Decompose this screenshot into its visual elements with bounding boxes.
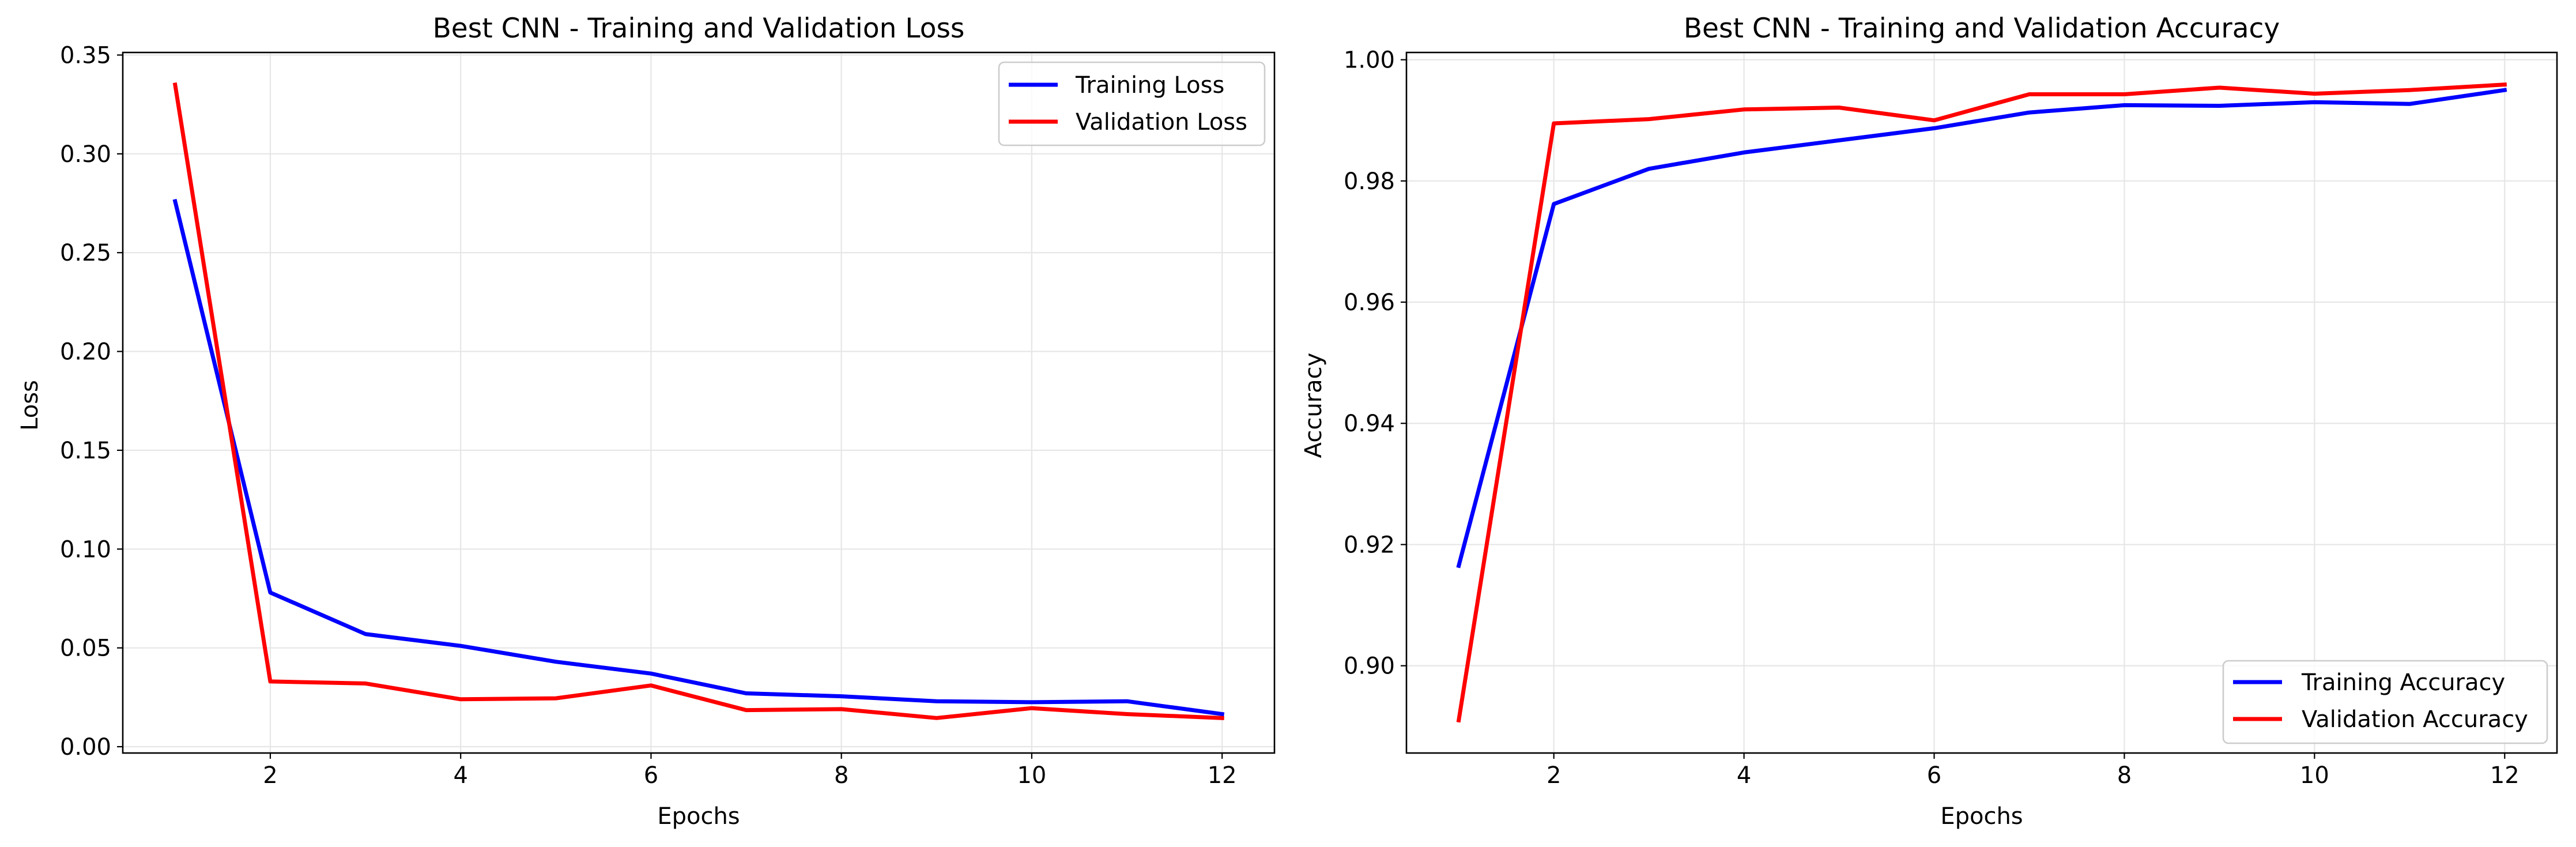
loss-y-tick-label: 0.10 xyxy=(60,536,111,563)
accuracy-x-axis-label: Epochs xyxy=(1940,803,2023,830)
accuracy-x-tick-label: 10 xyxy=(2300,762,2329,789)
loss-plot-frame xyxy=(122,51,1276,754)
accuracy-legend: Training Accuracy Validation Accuracy xyxy=(2222,660,2548,744)
loss-y-tick-label: 0.00 xyxy=(60,734,111,761)
loss-x-axis-ticks: 2 4 6 8 10 12 xyxy=(263,753,1237,789)
loss-x-axis-label: Epochs xyxy=(657,803,740,830)
accuracy-y-axis-ticks: 0.90 0.92 0.94 0.96 0.98 1.00 xyxy=(1344,47,1406,680)
accuracy-y-tick-label: 1.00 xyxy=(1344,47,1395,74)
accuracy-y-tick-label: 0.98 xyxy=(1344,168,1395,195)
accuracy-y-tick-label: 0.94 xyxy=(1344,411,1395,437)
accuracy-y-tick-label: 0.90 xyxy=(1344,653,1395,680)
loss-legend-label-training: Training Loss xyxy=(1075,72,1224,99)
loss-y-tick-label: 0.20 xyxy=(60,339,111,366)
loss-y-tick-label: 0.35 xyxy=(60,42,111,69)
loss-chart-panel: 2 4 6 8 10 12 0.00 0.05 0.10 0.15 0.20 0.25 0.30 0.3… xyxy=(17,13,1276,830)
accuracy-y-tick-label: 0.96 xyxy=(1344,289,1395,316)
accuracy-plot-frame xyxy=(1405,51,2558,754)
loss-x-tick-label: 12 xyxy=(1208,762,1237,789)
accuracy-series-line-training xyxy=(1456,88,2507,569)
loss-y-tick-label: 0.25 xyxy=(60,240,111,266)
loss-series-line-training xyxy=(172,198,1225,717)
loss-legend-label-validation: Validation Loss xyxy=(1076,109,1247,135)
loss-legend-box xyxy=(998,61,1266,146)
loss-series xyxy=(172,82,1225,720)
loss-y-axis-label: Loss xyxy=(17,380,43,431)
loss-x-tick-label: 4 xyxy=(453,762,467,789)
loss-x-tick-label: 2 xyxy=(263,762,277,789)
accuracy-series xyxy=(1456,82,2507,723)
accuracy-y-axis-label: Accuracy xyxy=(1300,353,1327,458)
accuracy-y-tick-label: 0.92 xyxy=(1344,532,1395,558)
loss-chart-title: Best CNN - Training and Validation Loss xyxy=(433,13,965,44)
loss-x-tick-label: 6 xyxy=(644,762,658,789)
loss-grid xyxy=(123,52,1274,753)
accuracy-x-tick-label: 6 xyxy=(1927,762,1941,789)
accuracy-series-line-validation xyxy=(1456,82,2507,723)
accuracy-legend-label-training: Training Accuracy xyxy=(2301,669,2505,696)
loss-x-tick-label: 10 xyxy=(1017,762,1046,789)
accuracy-chart-panel: 2 4 6 8 10 12 0.90 0.92 0.94 0.96 0.98 1.00 Best C… xyxy=(1300,13,2558,830)
accuracy-chart-title: Best CNN - Training and Validation Accur… xyxy=(1684,13,2280,44)
accuracy-x-tick-label: 12 xyxy=(2490,762,2520,789)
accuracy-x-tick-label: 4 xyxy=(1737,762,1751,789)
loss-y-axis-ticks: 0.00 0.05 0.10 0.15 0.20 0.25 0.30 0.35 xyxy=(60,42,123,761)
loss-y-tick-label: 0.05 xyxy=(60,635,111,662)
accuracy-x-tick-label: 2 xyxy=(1547,762,1561,789)
accuracy-x-axis-ticks: 2 4 6 8 10 12 xyxy=(1547,753,2520,789)
loss-x-tick-label: 8 xyxy=(834,762,848,789)
loss-y-tick-label: 0.15 xyxy=(60,438,111,464)
accuracy-x-tick-label: 8 xyxy=(2117,762,2132,789)
accuracy-legend-label-validation: Validation Accuracy xyxy=(2302,706,2528,733)
loss-series-line-validation xyxy=(172,82,1224,720)
accuracy-legend-box xyxy=(2222,660,2548,744)
loss-legend: Training Loss Validation Loss xyxy=(998,61,1266,146)
loss-y-tick-label: 0.30 xyxy=(60,141,111,168)
